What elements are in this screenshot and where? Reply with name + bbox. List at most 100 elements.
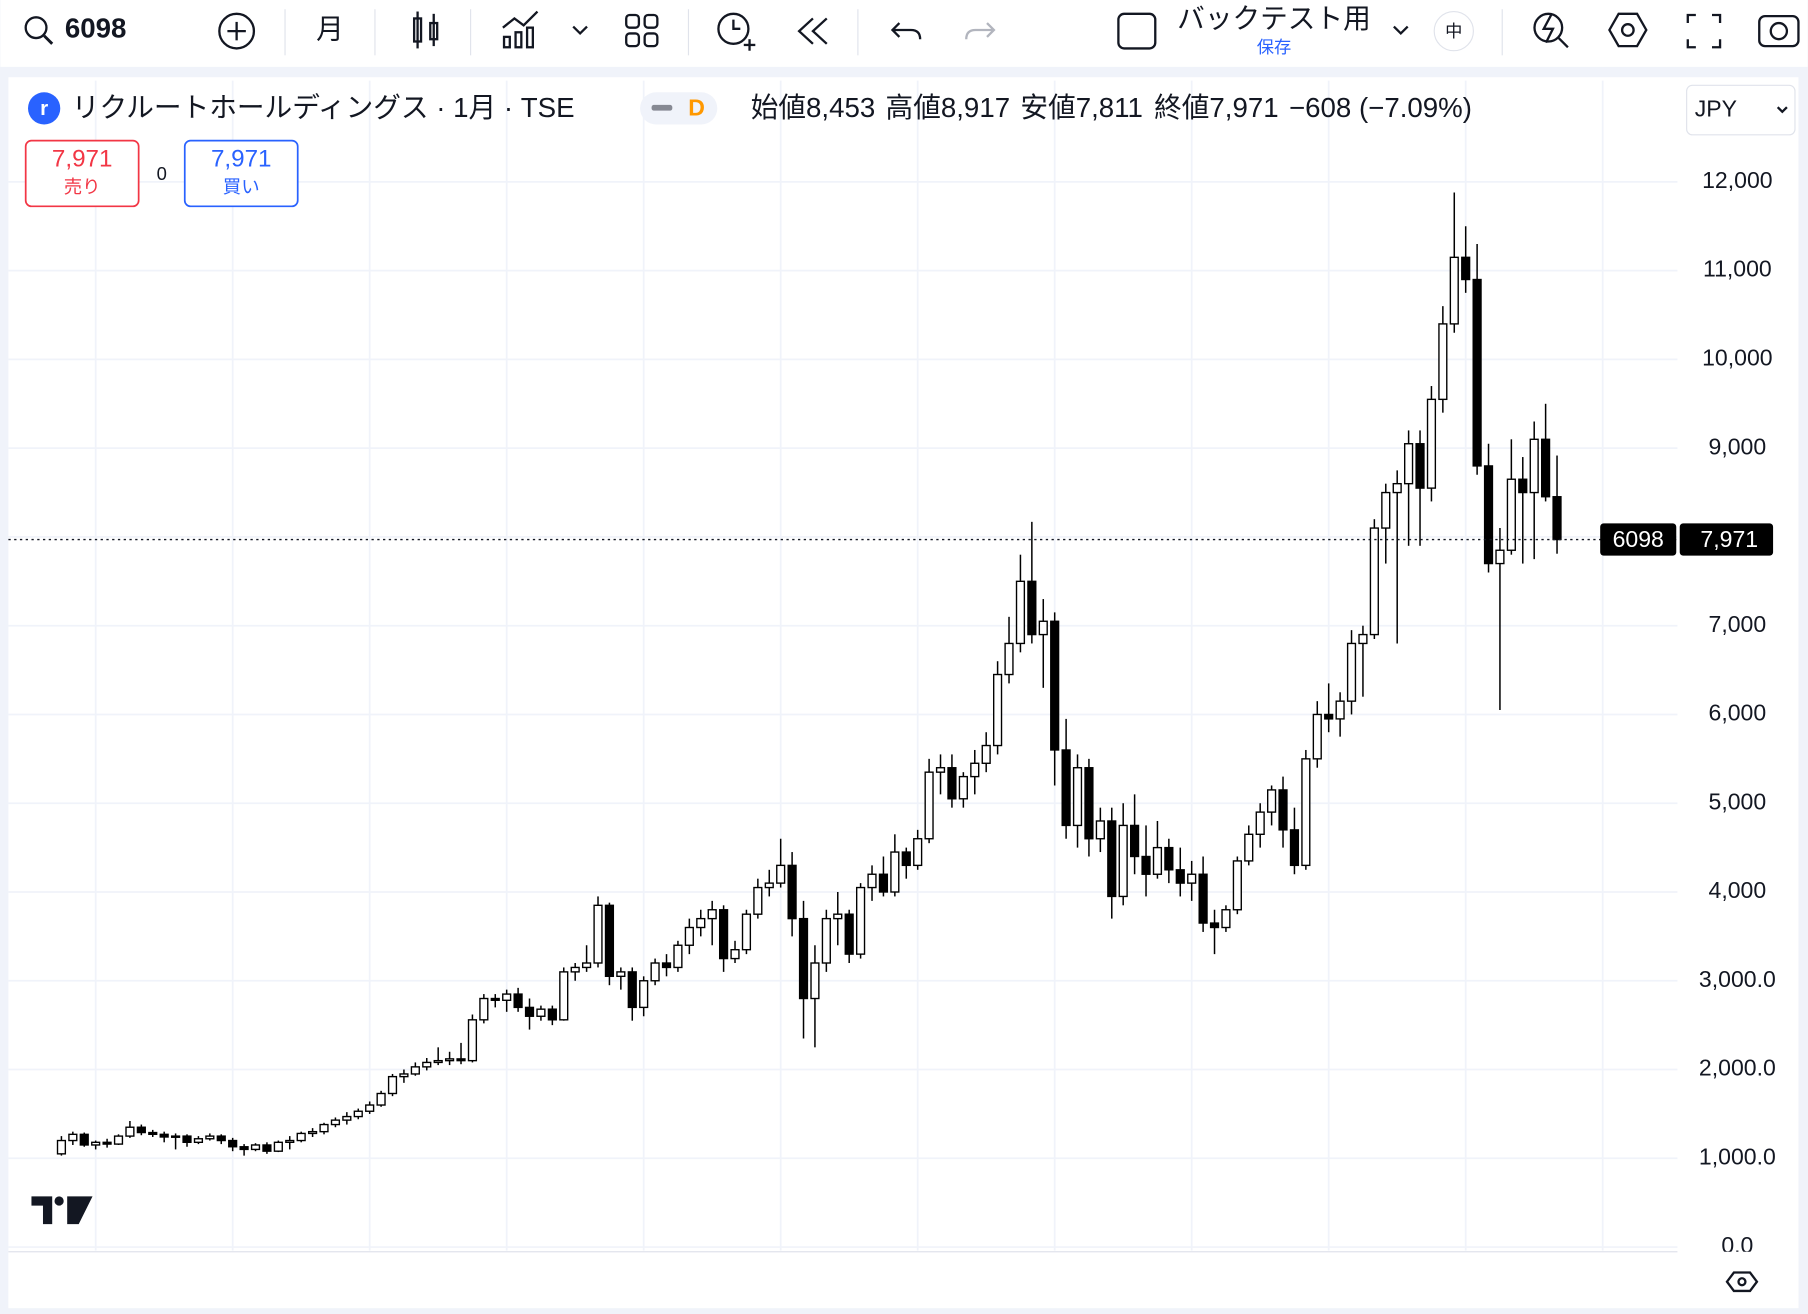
dropdown-icon	[572, 25, 588, 36]
chart-pane	[8, 77, 1799, 1309]
candle-body	[1198, 873, 1208, 924]
candle-body	[113, 1135, 124, 1145]
currency-select[interactable]	[1686, 84, 1796, 136]
candle-body	[1506, 478, 1516, 551]
layout-name[interactable]: バックテスト用	[1177, 3, 1371, 34]
candle-body	[696, 917, 706, 929]
candle-body	[536, 1008, 546, 1017]
indicators-button[interactable]	[502, 10, 588, 49]
candle-body	[433, 1059, 443, 1064]
axis-settings-icon	[1737, 1277, 1747, 1287]
candle-body	[239, 1146, 249, 1151]
search-button[interactable]: 6098	[24, 12, 127, 45]
candle-body	[1209, 922, 1220, 929]
y-tick-label: 6,000	[1709, 700, 1767, 726]
candle-body	[444, 1058, 455, 1062]
candle-body	[1050, 620, 1060, 751]
redo-button[interactable]	[965, 22, 996, 40]
candle-body	[1358, 633, 1368, 645]
candle-body	[387, 1075, 398, 1095]
candle-body	[205, 1135, 215, 1140]
candle-body	[1129, 824, 1140, 858]
candle-body	[1084, 767, 1094, 840]
candle-body	[1346, 642, 1357, 702]
y-tick-label: 5,000	[1709, 788, 1767, 814]
candle-body	[1118, 824, 1128, 898]
candle-body	[1312, 713, 1322, 760]
candle-body	[1266, 789, 1277, 813]
y-tick-label: 10,000	[1702, 344, 1773, 370]
ohlc-change: −608 (−7.09%)	[1289, 92, 1472, 123]
badge[interactable]	[1433, 10, 1474, 52]
undo-button[interactable]	[890, 22, 922, 40]
candle-body	[1483, 465, 1494, 565]
candle-body	[228, 1139, 238, 1148]
candle-body	[1152, 846, 1163, 875]
candle-body	[810, 962, 820, 1000]
y-tick-label: 3,000.0	[1699, 966, 1776, 992]
candle-body	[867, 873, 877, 889]
layout-icon	[643, 32, 659, 48]
candle-body	[79, 1133, 89, 1146]
candle-body	[524, 1006, 535, 1017]
candle-body	[410, 1066, 420, 1075]
candle-body	[1541, 438, 1551, 498]
replay-icon	[811, 17, 828, 45]
badge-label: 中	[1445, 21, 1462, 41]
candle-body	[365, 1104, 375, 1112]
candle-body	[102, 1141, 112, 1145]
save-label[interactable]: 保存	[1257, 37, 1292, 57]
candle-body	[319, 1123, 329, 1133]
fullscreen-button[interactable]	[1686, 13, 1722, 49]
add-symbol-button[interactable]	[218, 12, 256, 50]
candle-body	[1072, 767, 1083, 827]
candle-body	[353, 1110, 363, 1118]
quick-icon	[1557, 37, 1569, 49]
flag-pill[interactable]	[640, 92, 718, 125]
brand-logo	[54, 1196, 64, 1206]
candle-body	[502, 993, 512, 1001]
flag-label: D	[688, 95, 705, 121]
indicator-icon	[502, 35, 511, 49]
buy-button[interactable]	[183, 139, 299, 208]
screenshot-button[interactable]	[1758, 14, 1800, 48]
candle-body	[764, 882, 774, 889]
replay-button[interactable]	[797, 17, 828, 45]
alert-button[interactable]	[717, 12, 756, 51]
candle-body	[1232, 860, 1242, 911]
interval-button[interactable]: 月	[316, 13, 344, 44]
candle-body	[581, 962, 592, 969]
price-tag-label: 7,971	[1700, 526, 1758, 552]
candle-body	[650, 962, 660, 982]
candle-body	[296, 1132, 306, 1142]
candle-body	[91, 1141, 101, 1146]
quick-icon	[1541, 13, 1555, 44]
candle-body	[1061, 749, 1071, 827]
layout-button[interactable]	[625, 13, 659, 48]
candle-body	[935, 767, 946, 773]
candle-body	[1015, 580, 1026, 645]
candle-body	[730, 949, 740, 960]
candle-body	[1529, 438, 1539, 494]
dropdown-icon	[1776, 106, 1788, 114]
sell-button[interactable]	[24, 139, 140, 208]
settings-button[interactable]	[1608, 12, 1648, 48]
candle-body	[159, 1133, 169, 1138]
axis-settings-button[interactable]	[1725, 1271, 1759, 1293]
ohlc-open: 始値8,453	[751, 92, 876, 123]
candle-body	[1472, 278, 1482, 467]
candle-body	[992, 673, 1003, 747]
quick-search-button[interactable]	[1533, 12, 1569, 49]
spread: 0	[157, 163, 167, 184]
y-tick-label: 7,000	[1709, 611, 1767, 637]
chart-type-button[interactable]	[412, 11, 439, 49]
candle-body	[798, 917, 809, 1000]
replay-icon	[797, 17, 814, 45]
candle-body	[330, 1119, 341, 1126]
x-axis-area	[8, 1251, 1799, 1309]
candle-body	[1278, 789, 1288, 831]
checkbox[interactable]	[1117, 12, 1157, 50]
candle-body	[684, 926, 694, 946]
symbol-title[interactable]: リクルートホールディングス · 1月 · TSE	[72, 92, 575, 123]
